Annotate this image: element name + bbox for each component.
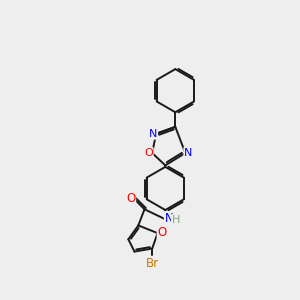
- Text: Br: Br: [146, 257, 159, 270]
- Text: O: O: [144, 148, 153, 158]
- Text: N: N: [149, 129, 157, 139]
- Text: N: N: [184, 148, 193, 158]
- Text: O: O: [126, 192, 135, 205]
- Text: N: N: [165, 212, 173, 225]
- Text: H: H: [172, 215, 180, 225]
- Text: O: O: [158, 226, 167, 239]
